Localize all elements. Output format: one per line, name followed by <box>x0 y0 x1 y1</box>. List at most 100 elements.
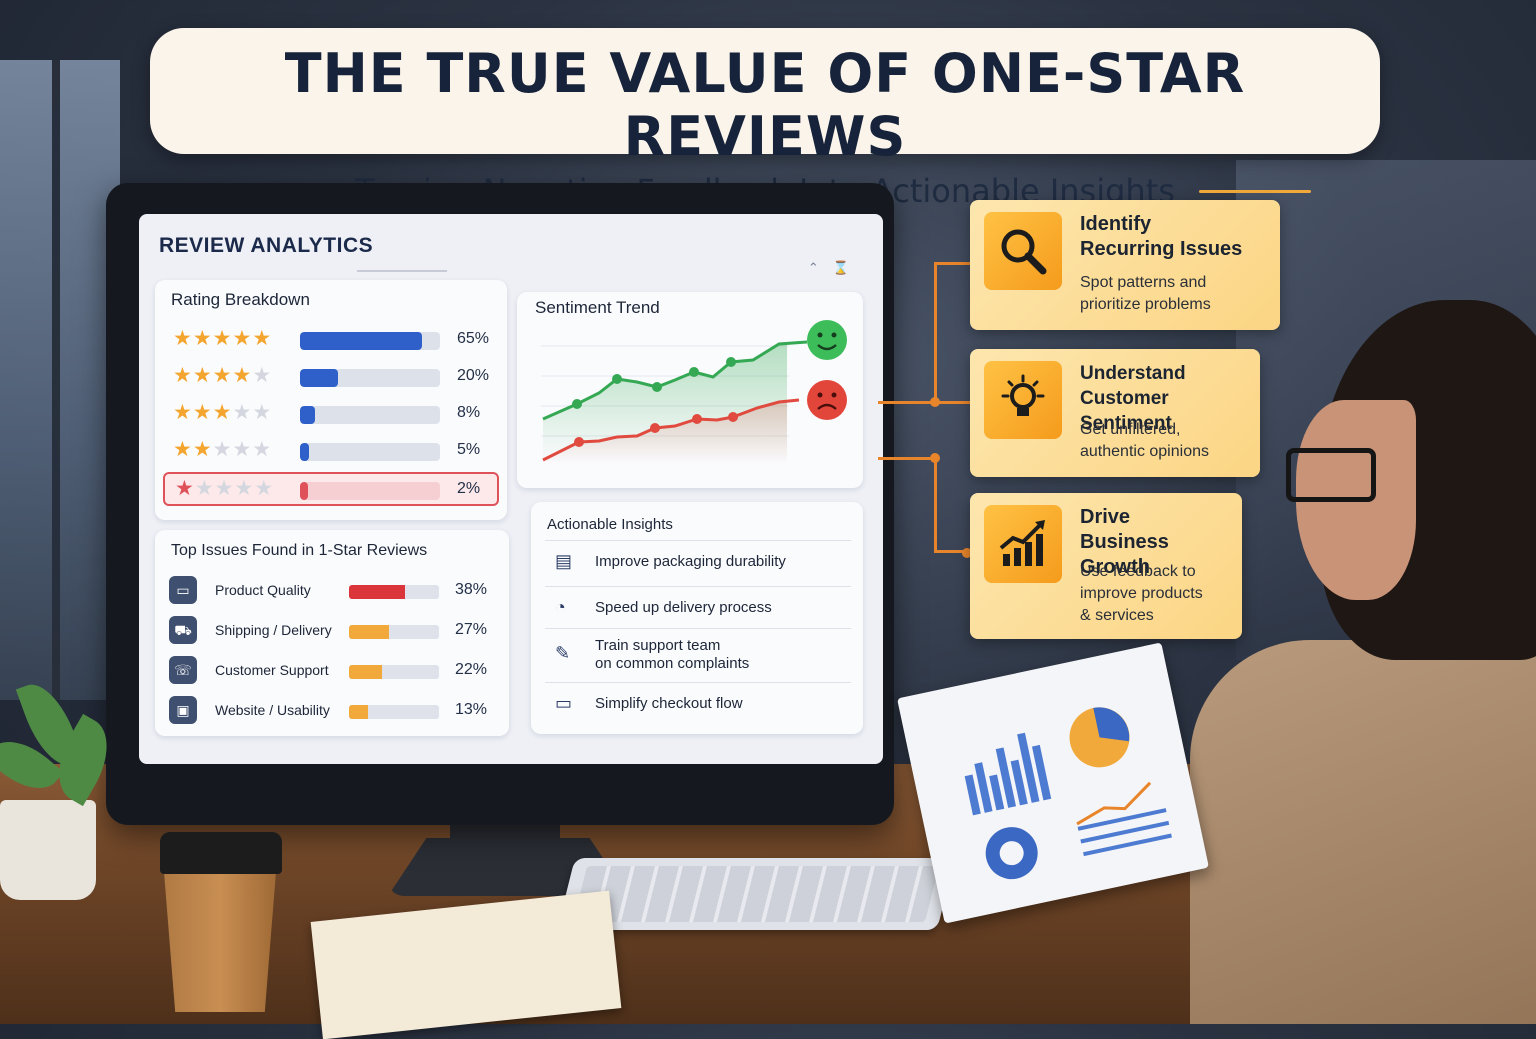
star-icon: ★ <box>232 401 253 424</box>
connector-dot <box>930 453 940 463</box>
truck-icon: ⛟ <box>169 616 197 644</box>
rating-bar-track <box>300 332 440 350</box>
rating-bar-track <box>300 443 440 461</box>
action-item[interactable]: ▭ Simplify checkout flow <box>545 682 851 723</box>
connector-line <box>934 262 937 404</box>
star-icon: ★ <box>192 364 213 387</box>
star-rating-icon: ★★★★★ <box>173 400 272 425</box>
issue-bar-fill <box>349 585 406 599</box>
star-icon: ★ <box>212 438 233 461</box>
issue-row[interactable]: ⛟ Shipping / Delivery 27% <box>155 614 507 648</box>
background-window <box>0 60 120 700</box>
issue-bar-track <box>349 705 439 719</box>
star-rating-icon: ★★★★★ <box>175 476 274 501</box>
star-icon: ★ <box>173 364 193 387</box>
issue-label: Customer Support <box>215 662 329 678</box>
issue-bar-fill <box>349 665 382 679</box>
browser-icon: ▣ <box>169 696 197 724</box>
rating-row-4-star[interactable]: ★★★★★ 20% <box>155 361 495 391</box>
sad-face-icon <box>807 380 847 420</box>
star-icon: ★ <box>254 477 275 500</box>
sentiment-trend-card: Sentiment Trend <box>517 292 863 488</box>
page-title: THE TRUE VALUE OF ONE-STAR REVIEWS <box>284 42 1246 168</box>
window-controls[interactable]: ⌃⌛ <box>808 260 863 276</box>
star-icon: ★ <box>252 401 273 424</box>
package-icon: ▤ <box>555 551 573 571</box>
issue-row[interactable]: ▣ Website / Usability 13% <box>155 694 507 728</box>
star-icon: ★ <box>214 477 235 500</box>
clock-icon: ◔ <box>555 597 566 617</box>
rating-breakdown-card: Rating Breakdown ★★★★★ 65% ★★★★★ 20% ★★★★★ 8%… <box>155 280 507 520</box>
rating-percent: 8% <box>457 404 481 421</box>
action-label: Speed up delivery process <box>595 599 772 616</box>
issue-label: Shipping / Delivery <box>215 622 332 638</box>
negative-trend-points <box>574 412 738 447</box>
rating-bar-fill <box>300 332 422 350</box>
rating-row-2-star[interactable]: ★★★★★ 5% <box>155 435 495 465</box>
rating-bar-track <box>300 369 440 387</box>
star-icon: ★ <box>192 438 213 461</box>
insight-title: Understand Customer Sentiment <box>1080 363 1186 434</box>
action-item[interactable]: ▤ Improve packaging durability <box>545 540 851 585</box>
rating-percent: 2% <box>457 480 481 497</box>
star-icon: ★ <box>234 477 255 500</box>
star-icon: ★ <box>252 438 273 461</box>
action-label: Train support team on common complaints <box>595 637 750 672</box>
rating-row-3-star[interactable]: ★★★★★ 8% <box>155 398 495 428</box>
support-icon: ☏ <box>169 656 197 684</box>
star-icon: ★ <box>194 477 215 500</box>
star-icon: ★ <box>232 438 253 461</box>
star-icon: ★ <box>232 327 253 350</box>
insight-desc: Use feedback to improve products & servi… <box>1080 563 1203 624</box>
action-item[interactable]: ✎ Train support team on common complaints <box>545 628 851 683</box>
insight-title: Identify Recurring Issues <box>1080 213 1243 260</box>
coffee-cup <box>164 872 276 1012</box>
actionable-insights-title: Actionable Insights <box>547 516 673 533</box>
window-close-icon[interactable]: ⌛ <box>832 260 863 275</box>
rating-bar-fill <box>300 406 315 424</box>
rating-row-1-star[interactable]: ★★★★★ 2% <box>163 472 499 506</box>
action-item[interactable]: ◔ Speed up delivery process <box>545 586 851 629</box>
issue-label: Website / Usability <box>215 702 330 718</box>
insight-title: Drive Business Growth <box>1080 506 1169 578</box>
issue-bar-fill <box>349 705 369 719</box>
training-icon: ✎ <box>555 643 571 663</box>
issue-row[interactable]: ▭ Product Quality 38% <box>155 574 507 608</box>
insight-desc: Get unfiltered, authentic opinions <box>1080 421 1209 460</box>
coffee-cup-lid <box>160 832 282 874</box>
connector-line <box>878 401 970 404</box>
star-icon: ★ <box>212 327 233 350</box>
keyboard-keys <box>573 866 939 922</box>
box-icon: ▭ <box>169 576 197 604</box>
sentiment-trend-title: Sentiment Trend <box>535 298 660 317</box>
insight-desc: Spot patterns and prioritize problems <box>1080 274 1211 313</box>
happy-face-icon <box>807 320 847 360</box>
connector-line <box>934 550 970 553</box>
star-icon: ★ <box>175 477 195 500</box>
issue-row[interactable]: ☏ Customer Support 22% <box>155 654 507 688</box>
star-icon: ★ <box>173 327 193 350</box>
actionable-insights-card: Actionable Insights ▤ Improve packaging d… <box>531 502 863 734</box>
insight-card-growth: Drive Business Growth Use feedback to im… <box>970 493 1242 639</box>
rating-breakdown-title: Rating Breakdown <box>171 290 310 309</box>
expand-icon[interactable]: ⌃ <box>807 260 833 275</box>
issue-percent: 13% <box>455 701 488 718</box>
connector-dot <box>930 397 940 407</box>
top-issues-card: Top Issues Found in 1-Star Reviews ▭ Prod… <box>155 530 509 736</box>
action-label: Simplify checkout flow <box>595 695 743 712</box>
rating-bar-track <box>300 482 440 500</box>
issue-percent: 22% <box>455 661 488 678</box>
rating-row-5-star[interactable]: ★★★★★ 65% <box>155 324 495 354</box>
dashboard-title: REVIEW ANALYTICS <box>159 234 374 257</box>
top-issues-title: Top Issues Found in 1-Star Reviews <box>171 542 428 559</box>
rating-bar-fill <box>300 443 310 461</box>
star-icon: ★ <box>192 327 213 350</box>
connector-line <box>934 457 937 553</box>
star-icon: ★ <box>252 327 273 350</box>
rating-bar-track <box>300 406 440 424</box>
dashboard-title-rule <box>357 270 447 272</box>
printed-report <box>897 642 1209 924</box>
star-icon: ★ <box>232 364 253 387</box>
issue-bar-track <box>349 625 439 639</box>
rating-percent: 5% <box>457 441 481 458</box>
